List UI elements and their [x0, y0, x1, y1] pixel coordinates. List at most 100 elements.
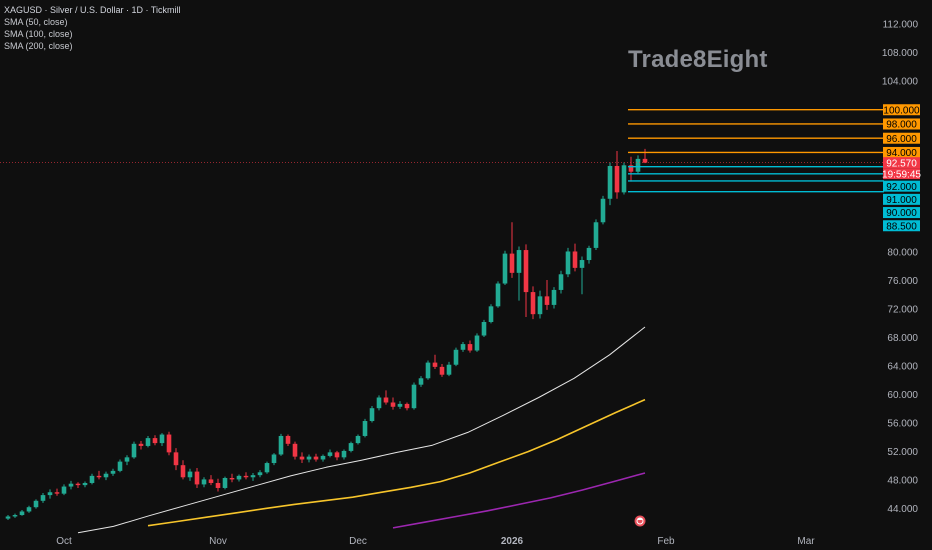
candle	[432, 354, 438, 370]
candle-body	[376, 397, 382, 409]
candle	[460, 341, 466, 352]
candle-body	[173, 452, 179, 466]
candle-body	[82, 482, 88, 486]
candle-body	[68, 483, 74, 487]
candle-body	[369, 408, 375, 422]
candle	[488, 304, 494, 324]
y-tick-label: 76.000	[887, 276, 918, 287]
candle	[166, 431, 172, 456]
current-price-tag-bg	[883, 157, 920, 169]
candle	[593, 219, 599, 251]
candle-body	[642, 158, 648, 163]
candle	[418, 376, 424, 387]
candle	[628, 156, 634, 182]
candle-body	[47, 492, 53, 496]
candle	[558, 270, 564, 294]
candle-body	[89, 475, 95, 483]
indicator-sma-50[interactable]: SMA (50, close)	[4, 17, 68, 27]
candle-body	[215, 482, 221, 488]
sma-lines	[77, 326, 646, 534]
support-tag: 88.500	[883, 220, 920, 232]
candle	[299, 452, 305, 464]
candle-body	[222, 478, 228, 488]
candle	[54, 488, 60, 496]
resistance-tag-text: 96.000	[886, 134, 917, 145]
candle	[19, 510, 25, 516]
candle-body	[523, 250, 529, 293]
price-axis[interactable]: 112.000 108.000 104.000 80.000 76.000 72.000 6…	[882, 20, 919, 515]
event-icon[interactable]	[634, 515, 646, 527]
candle-body	[103, 473, 109, 478]
candle-body	[362, 421, 368, 436]
candle	[446, 361, 452, 377]
candle-body	[152, 438, 158, 444]
candle-body	[159, 434, 165, 444]
x-tick-label: Dec	[349, 536, 367, 547]
candle	[306, 454, 312, 463]
candle	[12, 513, 18, 518]
current-price-tag-text: 92.570	[886, 158, 917, 169]
candle	[390, 397, 396, 410]
candle	[600, 195, 606, 225]
candle-body	[397, 403, 403, 407]
watermark-text: Trade8Eight	[628, 46, 768, 73]
sma-100-line	[147, 398, 646, 527]
support-tag-bg	[883, 220, 920, 232]
candle-body	[572, 251, 578, 268]
candle-body	[124, 457, 130, 462]
candle	[68, 480, 74, 490]
candle-body	[509, 253, 515, 273]
indicator-sma-200[interactable]: SMA (200, close)	[4, 41, 73, 51]
candle	[579, 256, 585, 295]
candle-body	[621, 165, 627, 193]
candle-body	[285, 435, 291, 444]
candles	[5, 148, 648, 521]
y-tick-label: 108.000	[882, 48, 919, 59]
candle-body	[488, 306, 494, 322]
candle	[89, 473, 95, 485]
candle-body	[558, 274, 564, 290]
candle-body	[600, 198, 606, 223]
candle-body	[530, 292, 536, 315]
candle	[138, 440, 144, 450]
countdown-tag-bg	[883, 168, 920, 180]
countdown-tag: 19:59:45	[882, 168, 921, 180]
candle-body	[425, 362, 431, 379]
candle-body	[306, 456, 312, 460]
support-tag: 90.000	[883, 207, 920, 219]
candle-body	[628, 165, 634, 172]
candle-body	[5, 516, 11, 519]
candle	[453, 347, 459, 367]
symbol-title[interactable]: XAGUSD · Silver / U.S. Dollar · 1D · Tic…	[4, 5, 181, 15]
resistance-tag-bg	[883, 146, 920, 158]
x-tick-label: Mar	[797, 536, 815, 547]
candle	[96, 470, 102, 480]
sma-50-line	[77, 326, 646, 534]
candle-body	[61, 486, 67, 494]
candle-body	[474, 335, 480, 351]
y-tick-label: 112.000	[883, 20, 919, 31]
candle-body	[40, 495, 46, 501]
candle	[61, 484, 67, 496]
candle-body	[271, 454, 277, 464]
candle	[320, 454, 326, 462]
resistance-tag: 98.000	[883, 118, 920, 131]
candle	[82, 481, 88, 488]
resistance-tag: 94.000	[883, 146, 920, 159]
time-axis[interactable]: Oct Nov Dec 2026 Feb Mar	[56, 536, 815, 547]
indicator-sma-100[interactable]: SMA (100, close)	[4, 29, 73, 39]
y-tick-label: 72.000	[887, 305, 918, 316]
candle-body	[264, 463, 270, 473]
candle	[131, 441, 137, 459]
x-tick-label: Oct	[56, 536, 72, 547]
candle-body	[292, 443, 298, 457]
y-tick-label: 60.000	[887, 390, 918, 401]
candle	[642, 148, 648, 164]
candle	[292, 441, 298, 460]
candle	[369, 406, 375, 423]
y-tick-label: 68.000	[887, 333, 918, 344]
candle	[516, 246, 522, 301]
